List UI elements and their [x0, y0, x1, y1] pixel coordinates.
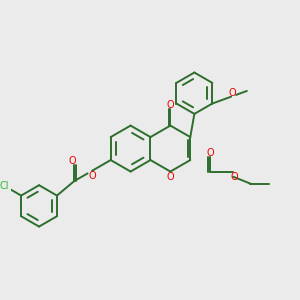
- Text: O: O: [88, 171, 96, 181]
- Text: O: O: [166, 172, 174, 182]
- Text: Cl: Cl: [0, 181, 9, 190]
- Text: O: O: [229, 88, 236, 98]
- Text: O: O: [230, 172, 238, 182]
- Text: O: O: [69, 156, 76, 166]
- Text: O: O: [167, 100, 174, 110]
- Text: O: O: [207, 148, 214, 158]
